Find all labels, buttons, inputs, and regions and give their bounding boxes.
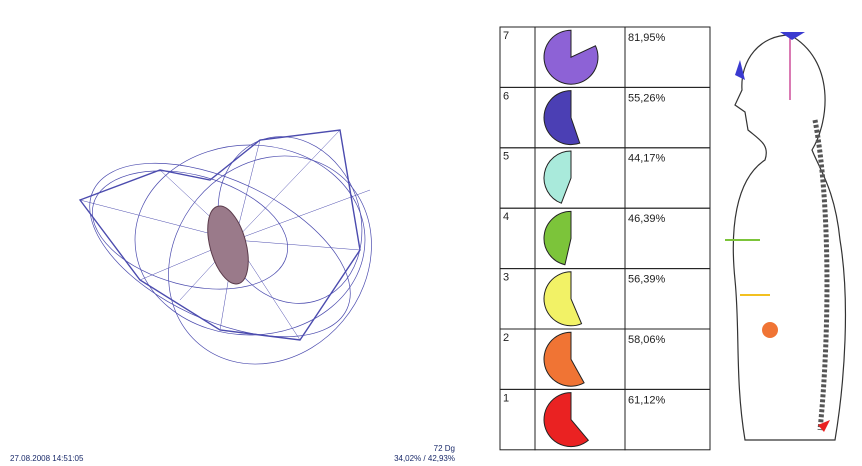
level-table: 7 81,95% 6 55,26% 5 44,17% 4 46,39% 3 56,39% 2 58,0… (499, 26, 711, 451)
level-number: 3 (503, 272, 509, 284)
pie-wedge (543, 210, 572, 266)
percent-label: 61,12% (628, 394, 666, 406)
timestamp: 27.08.2008 14:51:05 (10, 454, 84, 463)
percent-label: 56,39% (628, 274, 666, 286)
percent-label: 46,39% (628, 213, 666, 225)
percent-label: 81,95% (628, 32, 666, 44)
percent-label: 58,06% (628, 334, 666, 346)
angle: 72 Dg (434, 444, 455, 453)
figure (207, 205, 249, 285)
level-number: 4 (503, 211, 509, 223)
level-number: 6 (503, 90, 509, 102)
percent-label: 55,26% (628, 92, 666, 104)
pie-wedge (543, 90, 581, 146)
level-number: 2 (503, 332, 509, 344)
pie-wedge (543, 29, 599, 85)
ratio: 34,02% / 42,93% (394, 454, 455, 463)
body-diagram (725, 32, 847, 441)
pie-wedge (543, 271, 583, 327)
level-number: 1 (503, 392, 509, 404)
pie-wedge (543, 331, 585, 387)
table-cell (624, 388, 711, 451)
pie-wedge (543, 392, 590, 448)
percent-label: 44,17% (628, 153, 666, 165)
level-number: 5 (503, 151, 509, 163)
level-number: 7 (503, 30, 509, 42)
pie-wedge (543, 150, 572, 204)
